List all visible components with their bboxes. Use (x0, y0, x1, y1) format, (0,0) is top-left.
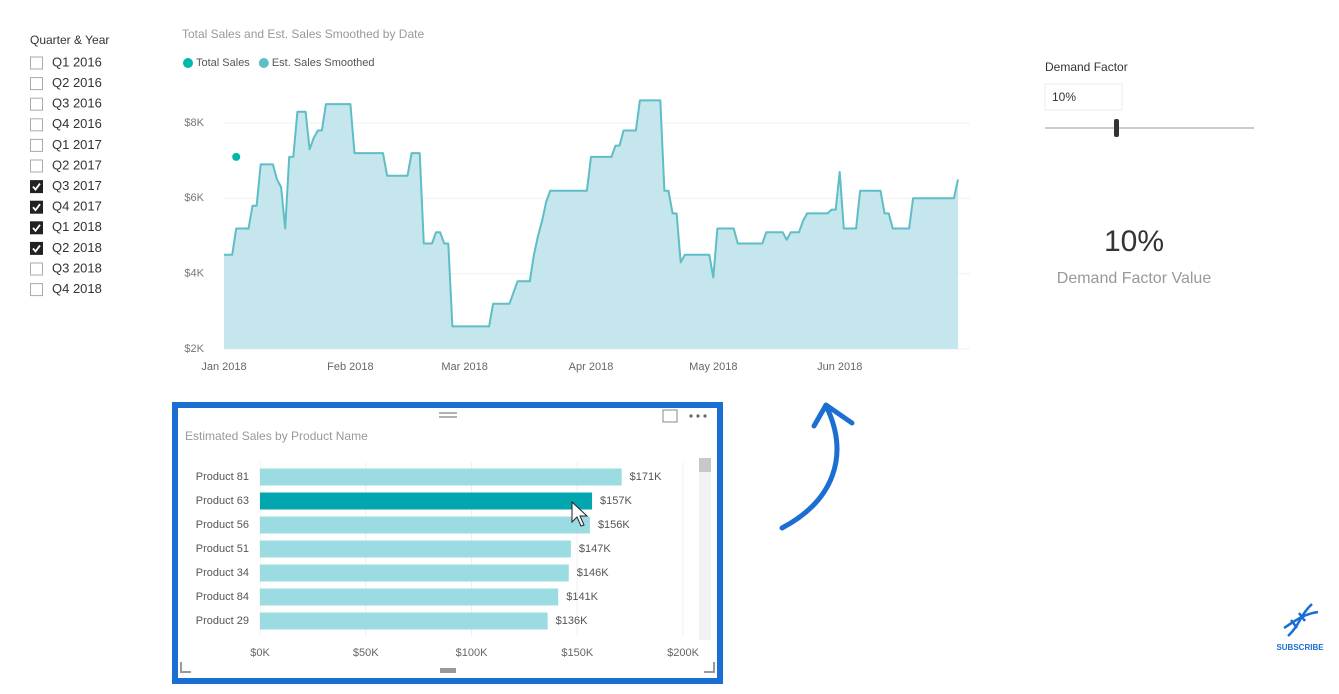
y-tick-label: Product 51 (196, 543, 249, 555)
demand-value: 10% (1052, 90, 1076, 104)
x-tick-label: $200K (667, 647, 699, 659)
legend-label: Est. Sales Smoothed (272, 57, 375, 69)
checkbox[interactable] (30, 262, 43, 276)
subscribe-icon[interactable] (1283, 603, 1319, 637)
data-label: $146K (577, 567, 609, 579)
bar[interactable] (260, 516, 590, 534)
slicer-item-label: Q3 2016 (52, 96, 102, 111)
slicer-item-label: Q1 2018 (52, 219, 102, 234)
data-label: $156K (598, 519, 630, 531)
x-tick-label: $0K (250, 647, 270, 659)
legend-marker (183, 58, 193, 68)
data-point (232, 152, 241, 161)
slicer-item-label: Q1 2017 (52, 137, 102, 152)
checkbox[interactable] (30, 118, 43, 132)
slicer-item-label: Q4 2018 (52, 281, 102, 296)
slicer-item-label: Q1 2016 (52, 54, 102, 69)
x-tick-label: Jan 2018 (201, 361, 246, 373)
checkmark (32, 203, 41, 212)
resize-handle (440, 668, 456, 673)
bar[interactable] (260, 588, 559, 606)
bar[interactable] (260, 540, 571, 558)
chart-title: Estimated Sales by Product Name (185, 429, 368, 443)
data-label: $136K (556, 615, 588, 627)
x-tick-label: $50K (353, 647, 379, 659)
slicer-item-label: Q2 2018 (52, 240, 102, 255)
x-tick-label: $150K (561, 647, 593, 659)
y-tick-label: $6K (184, 192, 204, 204)
slider-thumb[interactable] (1114, 119, 1119, 137)
y-tick-label: Product 56 (196, 519, 249, 531)
slicer-item-label: Q2 2016 (52, 75, 102, 90)
card-label: Demand Factor Value (1057, 270, 1212, 287)
y-tick-label: Product 34 (196, 567, 249, 579)
data-label: $141K (566, 591, 598, 603)
slicer-title: Quarter & Year (30, 33, 109, 47)
checkmark (32, 183, 41, 192)
demand-input[interactable] (1044, 83, 1123, 111)
slicer-item-label: Q2 2017 (52, 157, 102, 172)
legend-label: Total Sales (196, 57, 250, 69)
checkbox[interactable] (30, 283, 43, 297)
checkmark (32, 244, 41, 253)
subscribe-label[interactable]: SUBSCRIBE (1276, 643, 1324, 652)
y-tick-label: Product 81 (196, 471, 249, 483)
slicer-item-label: Q4 2017 (52, 199, 102, 214)
bar[interactable] (260, 468, 622, 486)
card-value: 10% (1104, 225, 1164, 258)
legend-marker (258, 58, 269, 68)
bar[interactable] (260, 492, 593, 510)
checkbox[interactable] (30, 159, 43, 173)
checkbox-checked[interactable] (30, 221, 43, 235)
focus-mode-icon[interactable] (662, 409, 678, 423)
bar[interactable] (260, 612, 548, 630)
checkbox-checked[interactable] (30, 180, 43, 194)
x-tick-label: Jun 2018 (817, 361, 862, 373)
annotation-arrowhead (811, 402, 855, 429)
checkbox-checked[interactable] (30, 200, 43, 214)
chart-title: Total Sales and Est. Sales Smoothed by D… (182, 27, 424, 41)
demand-title: Demand Factor (1045, 60, 1128, 74)
checkmark (32, 224, 41, 233)
bar[interactable] (260, 564, 569, 582)
x-tick-label: May 2018 (689, 361, 737, 373)
mouse-cursor (571, 500, 589, 527)
more-options[interactable] (689, 414, 707, 418)
checkbox[interactable] (30, 138, 43, 152)
line (224, 99, 959, 328)
x-tick-label: Mar 2018 (441, 361, 487, 373)
slicer-item-label: Q3 2018 (52, 260, 102, 275)
slicer-item-label: Q4 2016 (52, 116, 102, 131)
y-tick-label: Product 29 (196, 615, 249, 627)
y-tick-label: $4K (184, 268, 204, 280)
data-label: $171K (630, 471, 662, 483)
resize-corner (180, 662, 715, 673)
y-tick-label: $8K (184, 117, 204, 129)
checkbox-checked[interactable] (30, 241, 43, 255)
scrollbar-track[interactable] (699, 458, 711, 640)
data-label: $157K (600, 495, 632, 507)
x-tick-label: Apr 2018 (569, 361, 614, 373)
checkbox[interactable] (30, 77, 43, 91)
annotation-arrow (779, 407, 840, 531)
x-tick-label: Feb 2018 (327, 361, 373, 373)
y-tick-label: $2K (184, 343, 204, 355)
slicer-item-label: Q3 2017 (52, 178, 102, 193)
area-fill (224, 100, 958, 350)
checkbox[interactable] (30, 56, 43, 70)
scrollbar-thumb[interactable] (699, 458, 711, 472)
data-label: $147K (579, 543, 611, 555)
y-tick-label: Product 84 (196, 591, 249, 603)
checkbox[interactable] (30, 97, 43, 111)
x-tick-label: $100K (456, 647, 488, 659)
y-tick-label: Product 63 (196, 495, 249, 507)
